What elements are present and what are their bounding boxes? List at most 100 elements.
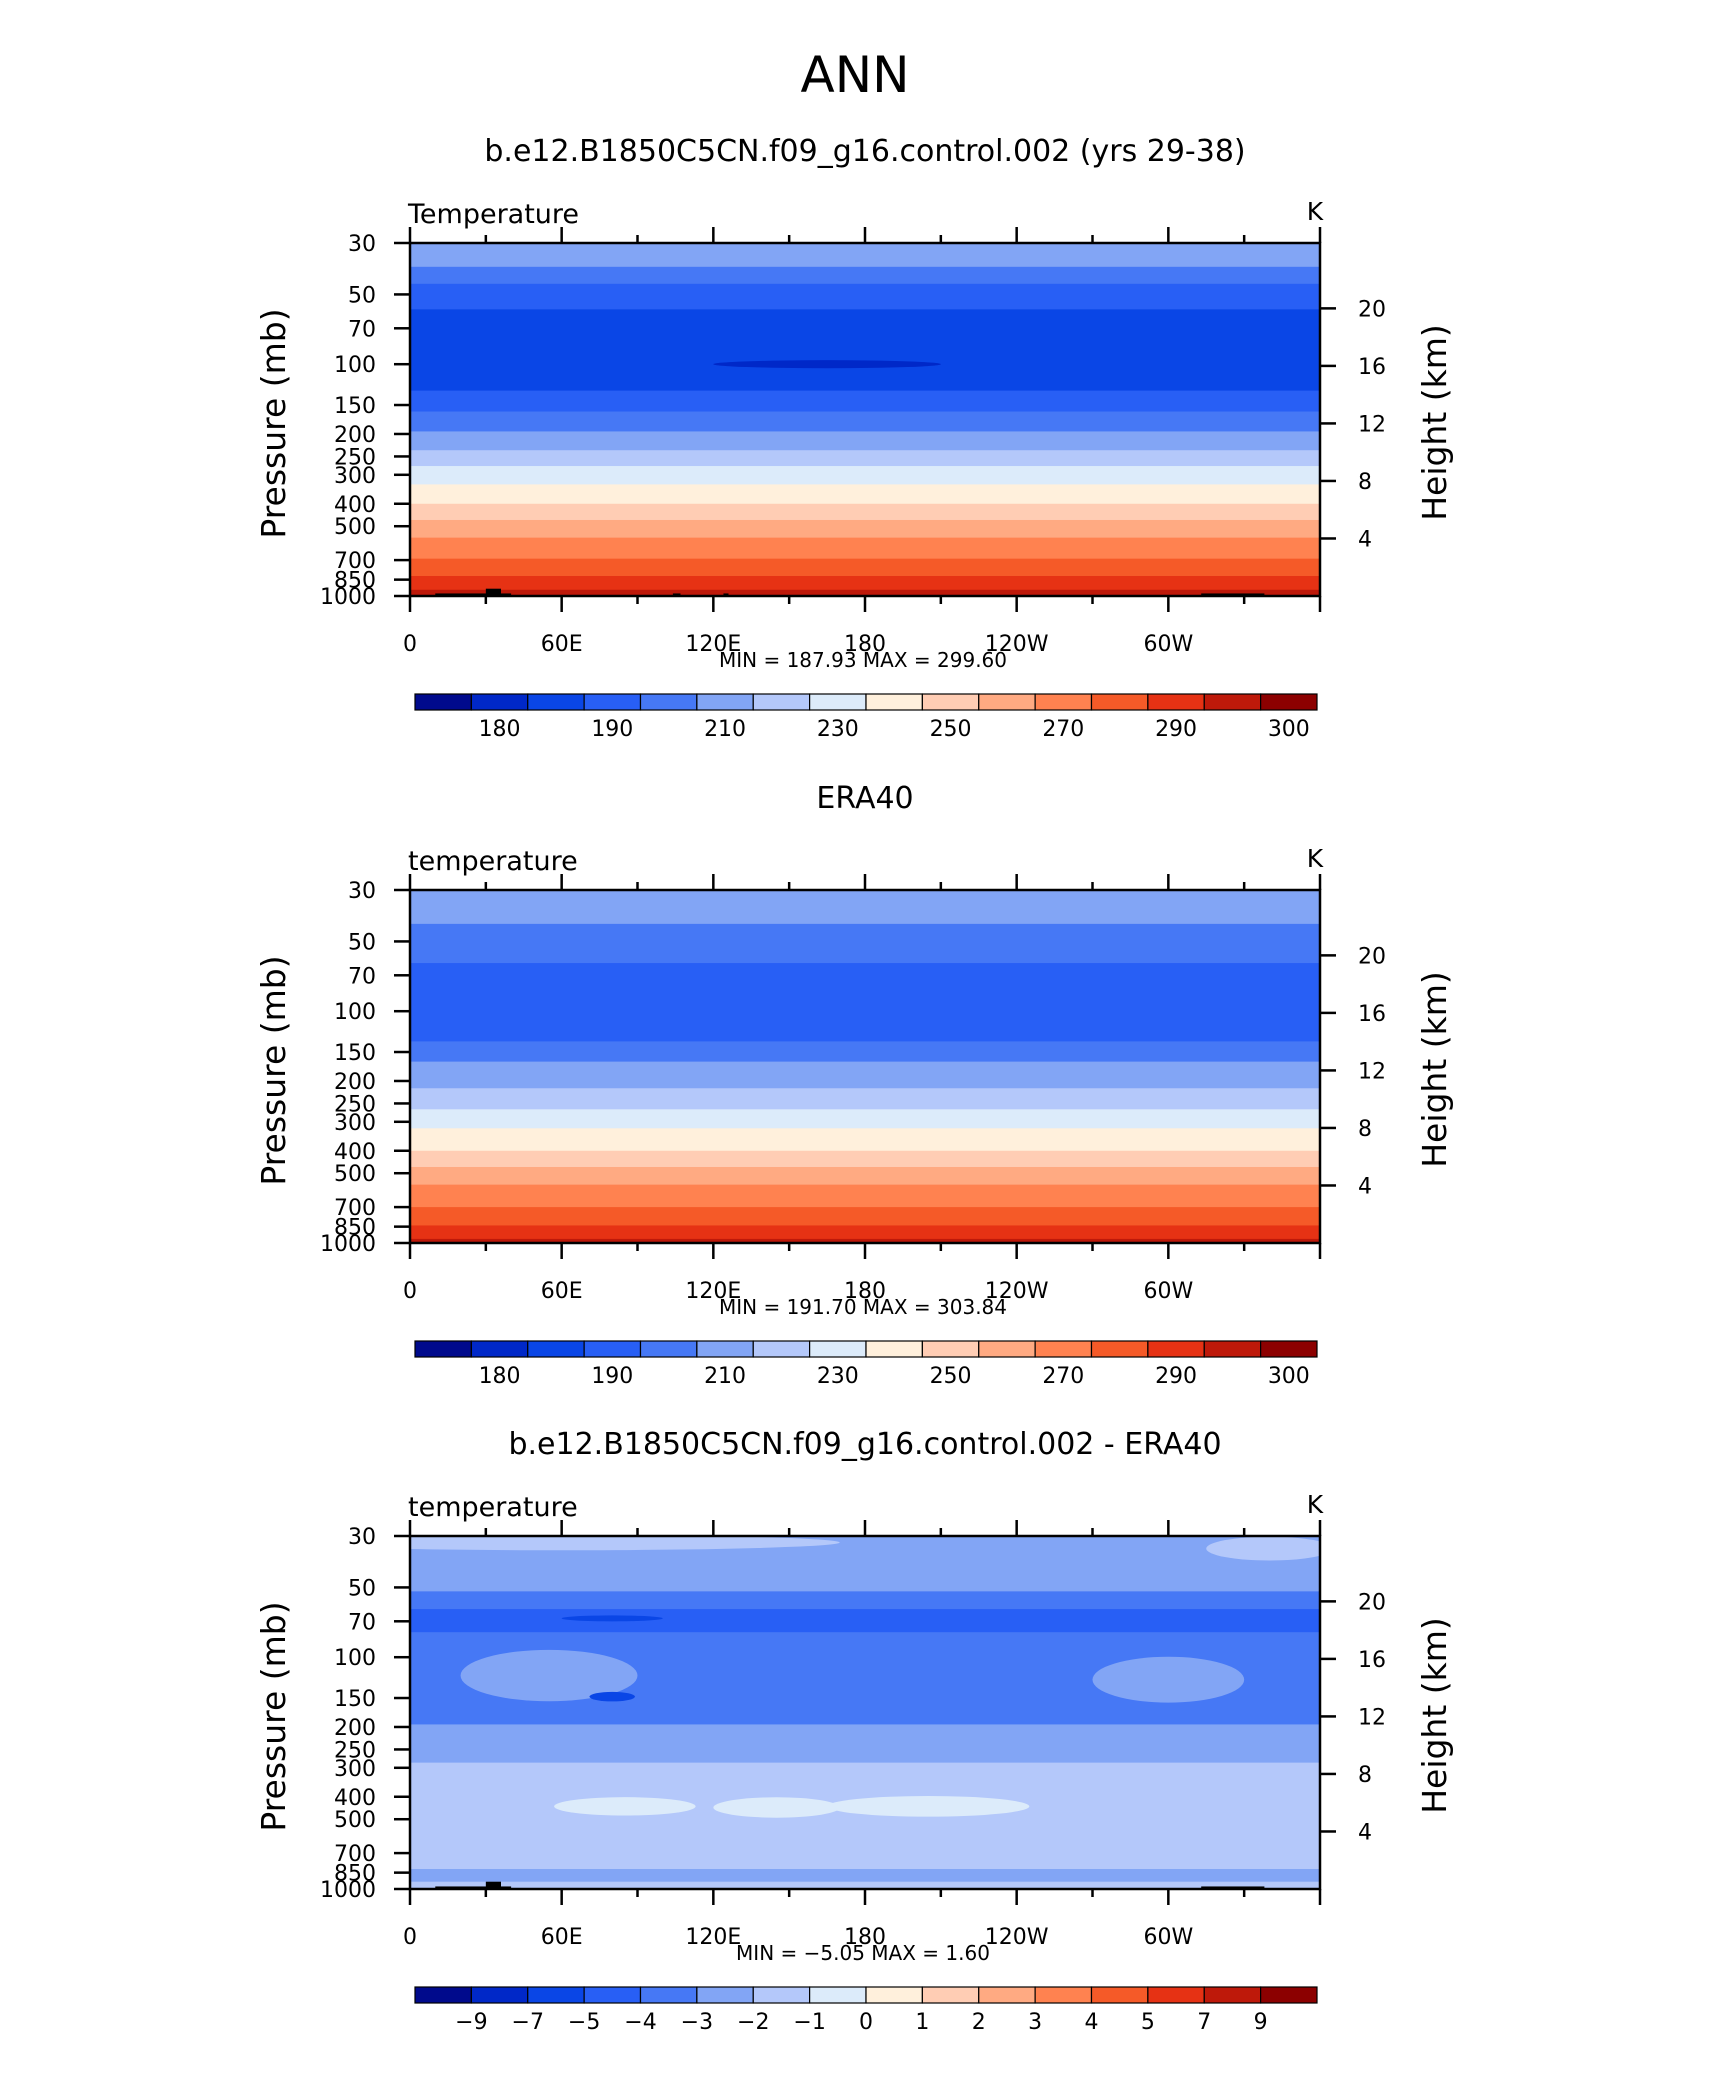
contour-band	[410, 466, 1320, 485]
colorbar-box	[1147, 1986, 1205, 2004]
y-tick-label: 300	[334, 1111, 376, 1136]
contour-band	[410, 503, 1320, 521]
colorbar-box	[470, 1340, 529, 1358]
colorbar-box	[978, 1986, 1036, 2004]
panel-title: b.e12.B1850C5CN.f09_g16.control.002 (yrs…	[484, 134, 1245, 169]
colorbar-label: 210	[704, 717, 746, 742]
colorbar-box	[1260, 693, 1318, 711]
contour-band	[410, 1881, 1320, 1889]
colorbar-label: −3	[681, 2010, 713, 2035]
x-tick-label: 60W	[1143, 632, 1193, 657]
y-tick-label: 200	[334, 1070, 376, 1095]
contour-band	[410, 1225, 1320, 1240]
y-tick-label: 400	[334, 1140, 376, 1165]
contour-band	[410, 411, 1320, 432]
y-tick-label: 150	[334, 1687, 376, 1712]
y-tick-label: 150	[334, 394, 376, 419]
colorbar-label: −7	[512, 2010, 544, 2035]
y2-tick-label: 16	[1358, 1648, 1386, 1673]
colorbar-box	[752, 1986, 811, 2004]
y2-tick-label: 20	[1358, 1590, 1386, 1615]
x-tick-label: 180	[844, 632, 886, 657]
units-label: K	[1307, 844, 1324, 873]
colorbar-label: 290	[1155, 1364, 1197, 1389]
y-axis-label-left: Pressure (mb)	[254, 308, 293, 538]
colorbar-label: 290	[1155, 717, 1197, 742]
y-tick-label: 1000	[320, 585, 376, 610]
colorbar-box	[414, 693, 472, 711]
y-tick-label: 400	[334, 1786, 376, 1811]
contour-band	[410, 1166, 1320, 1186]
contour-band	[410, 1609, 1320, 1633]
y-tick-label: 250	[334, 445, 376, 470]
x-tick-label: 60E	[541, 1925, 583, 1950]
variable-label: temperature	[408, 1492, 578, 1523]
y-tick-label: 500	[334, 1808, 376, 1833]
y-tick-label: 250	[334, 1738, 376, 1763]
colorbar-box	[414, 1340, 472, 1358]
x-tick-label: 120W	[985, 1279, 1049, 1304]
colorbar-label: 250	[930, 717, 972, 742]
contour-band	[410, 537, 1320, 560]
y-axis-label-right: Height (km)	[1415, 971, 1454, 1168]
y-tick-label: 30	[348, 232, 376, 257]
y-tick-label: 200	[334, 423, 376, 448]
y-tick-label: 150	[334, 1041, 376, 1066]
colorbar-label: 300	[1268, 1364, 1310, 1389]
colorbar-label: 230	[817, 1364, 859, 1389]
colorbar-box	[1034, 693, 1093, 711]
colorbar-box	[470, 1986, 529, 2004]
contour-band	[410, 1762, 1320, 1870]
colorbar-box	[639, 1986, 698, 2004]
contour-band	[410, 963, 1320, 1042]
y-tick-label: 850	[334, 1862, 376, 1887]
colorbar-box	[1203, 1340, 1262, 1358]
contour-band	[410, 1061, 1320, 1089]
contour-feature	[827, 1796, 1030, 1817]
min-max-stats: MIN = 187.93 MAX = 299.60	[719, 648, 1007, 672]
contour-band	[410, 1207, 1320, 1226]
colorbar-label: 9	[1254, 2010, 1268, 2035]
colorbar-box	[527, 1986, 585, 2004]
colorbar-box	[696, 693, 754, 711]
y-tick-label: 250	[334, 1092, 376, 1117]
terrain-mask	[1201, 593, 1265, 596]
colorbar-box	[809, 1340, 867, 1358]
contour-feature	[410, 1536, 840, 1551]
contour-band	[410, 1128, 1320, 1152]
contour-band	[410, 519, 1320, 539]
x-tick-label: 60W	[1143, 1925, 1193, 1950]
terrain-mask	[485, 588, 501, 596]
contour-feature	[561, 1615, 663, 1622]
colorbar-label: 300	[1268, 717, 1310, 742]
contour-band	[410, 309, 1320, 392]
variable-label: Temperature	[407, 199, 579, 230]
colorbar-box	[752, 693, 811, 711]
terrain-mask	[672, 593, 681, 596]
y2-tick-label: 12	[1358, 1705, 1386, 1730]
y-tick-label: 1000	[320, 1232, 376, 1257]
colorbar-box	[1090, 1986, 1149, 2004]
contour-feature	[1206, 1536, 1320, 1561]
colorbar-label: 180	[479, 1364, 521, 1389]
colorbar-box	[583, 1986, 642, 2004]
plot-area	[410, 1536, 1320, 1889]
contour-band	[410, 1109, 1320, 1129]
colorbar-label: −2	[737, 2010, 769, 2035]
y-tick-label: 100	[334, 1646, 376, 1671]
colorbar-box	[809, 1986, 867, 2004]
colorbar-label: 190	[591, 717, 633, 742]
panel-2: ERA40 temperature K 0 60E 120E 180 120W 60W 30 50 7…	[254, 781, 1454, 1389]
colorbar-box	[696, 1986, 754, 2004]
figure-title: ANN	[800, 46, 909, 104]
panel-3: b.e12.B1850C5CN.f09_g16.control.002 - ER…	[254, 1427, 1454, 2035]
colorbar-box	[865, 1340, 923, 1358]
x-tick-label: 0	[403, 1925, 417, 1950]
y-tick-label: 70	[348, 1610, 376, 1635]
colorbar-box	[639, 693, 698, 711]
y2-tick-label: 4	[1358, 527, 1372, 552]
y-axis-label-left: Pressure (mb)	[254, 955, 293, 1185]
colorbar-label: 5	[1141, 2010, 1155, 2035]
contour-band	[410, 576, 1320, 591]
contour-band	[410, 283, 1320, 310]
